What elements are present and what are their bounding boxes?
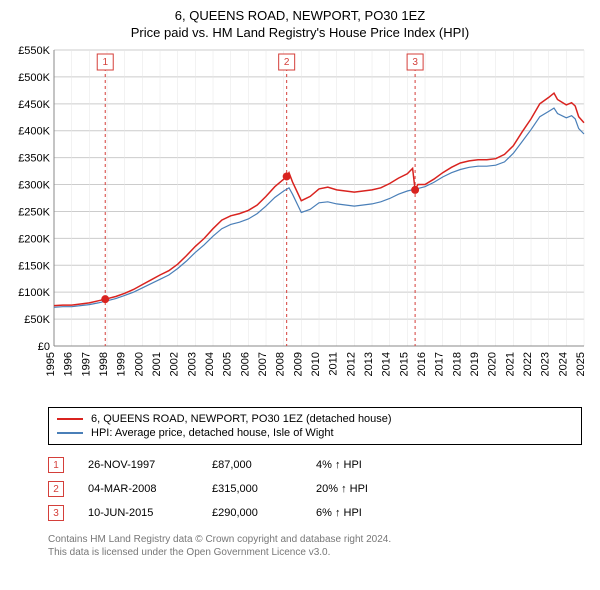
x-tick-label: 2023 <box>540 352 552 376</box>
x-tick-label: 2024 <box>557 352 569 376</box>
x-tick-label: 2022 <box>522 352 534 376</box>
x-tick-label: 2015 <box>398 352 410 376</box>
x-tick-label: 1999 <box>116 352 128 376</box>
x-tick-label: 2004 <box>204 352 216 376</box>
events-table: 1 26-NOV-1997 £87,000 4% ↑ HPI 2 04-MAR-2008 £… <box>48 453 582 525</box>
footer-attribution: Contains HM Land Registry data © Crown c… <box>48 533 582 559</box>
legend-swatch <box>57 432 83 434</box>
event-delta: 4% ↑ HPI <box>316 459 396 471</box>
event-delta: 6% ↑ HPI <box>316 507 396 519</box>
x-tick-label: 2019 <box>469 352 481 376</box>
x-tick-label: 2010 <box>310 352 322 376</box>
x-tick-label: 2020 <box>487 352 499 376</box>
legend-swatch <box>57 418 83 420</box>
sale-marker <box>101 295 109 303</box>
x-tick-label: 2008 <box>275 352 287 376</box>
footer-line-2: This data is licensed under the Open Gov… <box>48 546 582 559</box>
x-tick-label: 1998 <box>98 352 110 376</box>
event-price: £315,000 <box>212 483 292 495</box>
y-tick-label: £500K <box>18 72 50 84</box>
y-tick-label: £100K <box>18 287 50 299</box>
x-tick-label: 1997 <box>80 352 92 376</box>
y-tick-label: £300K <box>18 180 50 192</box>
x-tick-label: 2005 <box>222 352 234 376</box>
x-tick-label: 1995 <box>45 352 57 376</box>
chart-subtitle: Price paid vs. HM Land Registry's House … <box>10 25 590 40</box>
x-tick-label: 2017 <box>434 352 446 376</box>
x-tick-label: 2014 <box>381 352 393 376</box>
y-tick-label: £250K <box>18 206 50 218</box>
legend-label: HPI: Average price, detached house, Isle… <box>91 427 334 439</box>
event-row: 3 10-JUN-2015 £290,000 6% ↑ HPI <box>48 501 582 525</box>
sale-marker <box>411 186 419 194</box>
y-tick-label: £50K <box>24 314 50 326</box>
price-chart: £0 £50K £100K £150K £200K £250K £300K £350K £400… <box>10 46 590 401</box>
x-tick-label: 2021 <box>504 352 516 376</box>
x-tick-label: 2018 <box>451 352 463 376</box>
event-marker-num: 1 <box>102 57 108 68</box>
legend-item: 6, QUEENS ROAD, NEWPORT, PO30 1EZ (detac… <box>57 412 573 426</box>
event-date: 10-JUN-2015 <box>88 507 188 519</box>
x-tick-label: 2003 <box>186 352 198 376</box>
x-tick-label: 2006 <box>239 352 251 376</box>
x-tick-label: 2011 <box>328 352 340 376</box>
event-delta: 20% ↑ HPI <box>316 483 396 495</box>
x-tick-label: 2013 <box>363 352 375 376</box>
event-num-box: 1 <box>48 457 64 473</box>
sale-marker <box>283 172 291 180</box>
x-tick-label: 2025 <box>575 352 587 376</box>
x-tick-label: 1996 <box>63 352 75 376</box>
y-tick-label: £150K <box>18 260 50 272</box>
y-tick-label: £200K <box>18 233 50 245</box>
y-tick-label: £0 <box>38 341 50 353</box>
chart-svg: £0 £50K £100K £150K £200K £250K £300K £350K £400… <box>10 46 590 401</box>
event-num-box: 2 <box>48 481 64 497</box>
event-num-box: 3 <box>48 505 64 521</box>
event-price: £290,000 <box>212 507 292 519</box>
x-tick-label: 2007 <box>257 352 269 376</box>
y-tick-label: £550K <box>18 46 50 57</box>
y-tick-label: £450K <box>18 99 50 111</box>
legend-label: 6, QUEENS ROAD, NEWPORT, PO30 1EZ (detac… <box>91 413 392 425</box>
event-marker-num: 2 <box>284 57 290 68</box>
event-date: 04-MAR-2008 <box>88 483 188 495</box>
x-tick-label: 2009 <box>292 352 304 376</box>
legend: 6, QUEENS ROAD, NEWPORT, PO30 1EZ (detac… <box>48 407 582 445</box>
x-tick-label: 2001 <box>151 352 163 376</box>
event-date: 26-NOV-1997 <box>88 459 188 471</box>
footer-line-1: Contains HM Land Registry data © Crown c… <box>48 533 582 546</box>
y-tick-label: £350K <box>18 153 50 165</box>
legend-item: HPI: Average price, detached house, Isle… <box>57 426 573 440</box>
event-row: 1 26-NOV-1997 £87,000 4% ↑ HPI <box>48 453 582 477</box>
event-price: £87,000 <box>212 459 292 471</box>
event-row: 2 04-MAR-2008 £315,000 20% ↑ HPI <box>48 477 582 501</box>
x-tick-label: 2016 <box>416 352 428 376</box>
x-tick-label: 2002 <box>169 352 181 376</box>
y-tick-label: £400K <box>18 126 50 138</box>
event-marker-num: 3 <box>412 57 418 68</box>
chart-title: 6, QUEENS ROAD, NEWPORT, PO30 1EZ <box>10 8 590 23</box>
x-tick-label: 2012 <box>345 352 357 376</box>
x-tick-label: 2000 <box>133 352 145 376</box>
